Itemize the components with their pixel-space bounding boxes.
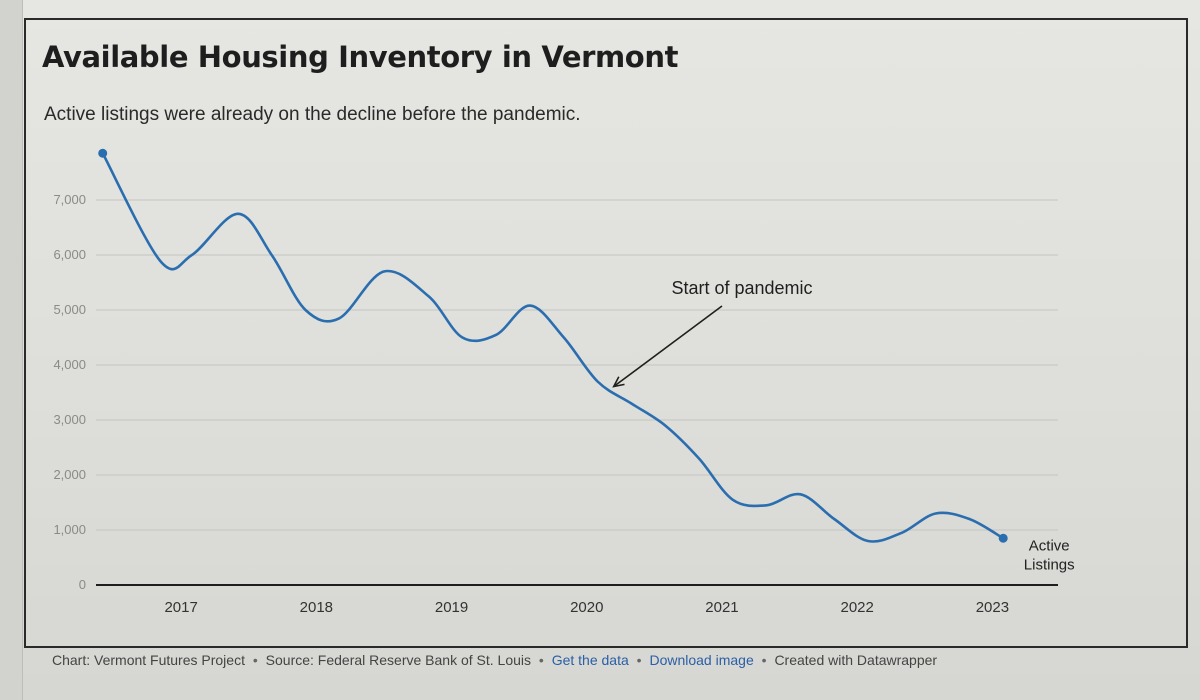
x-tick-label: 2017 — [164, 599, 197, 616]
series-line-active-listings — [101, 152, 1005, 543]
series-end-label: Active Listings — [1024, 537, 1075, 573]
adjacent-column-strip — [0, 0, 23, 700]
chart-credit: Chart: Vermont Futures Project — [52, 652, 245, 668]
series-end-label-line: Active — [1029, 537, 1070, 554]
y-axis-ticks: 0 1,000 2,000 3,000 4,000 5,000 6,000 7,000 — [53, 192, 86, 592]
chart-title: Available Housing Inventory in Vermont — [42, 40, 679, 74]
annotation-start-of-pandemic: Start of pandemic — [671, 278, 812, 298]
grid-lines — [96, 199, 1058, 586]
y-tick-label: 3,000 — [53, 412, 86, 427]
source-link[interactable]: Source: Federal Reserve Bank of St. Loui… — [265, 652, 532, 668]
series-end-label-line: Listings — [1024, 556, 1075, 573]
x-tick-label: 2020 — [570, 599, 603, 616]
x-tick-label: 2023 — [976, 599, 1009, 616]
series-end-point — [998, 533, 1008, 543]
footer-separator: • — [636, 652, 642, 668]
y-tick-label: 6,000 — [53, 247, 86, 262]
x-axis-ticks: 2017 2018 2019 2020 2021 2022 2023 — [164, 599, 1009, 616]
x-tick-label: 2022 — [840, 599, 873, 616]
download-image-link[interactable]: Download image — [649, 652, 754, 668]
annotation-layer: Start of pandemic — [612, 278, 813, 388]
chart-subtitle: Active listings were already on the decl… — [44, 104, 581, 125]
y-tick-label: 0 — [79, 577, 86, 592]
footer-separator: • — [538, 652, 544, 668]
chart-footer: Chart: Vermont Futures Project • Source:… — [52, 652, 937, 668]
y-tick-label: 4,000 — [53, 357, 86, 372]
x-tick-label: 2021 — [705, 599, 738, 616]
created-with-link[interactable]: Created with Datawrapper — [774, 652, 938, 668]
y-tick-label: 7,000 — [53, 192, 86, 207]
series-layer: Active Listings — [98, 148, 1075, 573]
y-tick-label: 5,000 — [53, 302, 86, 317]
footer-separator: • — [761, 652, 767, 668]
footer-separator: • — [252, 652, 258, 668]
y-tick-label: 1,000 — [53, 522, 86, 537]
get-data-link[interactable]: Get the data — [551, 652, 629, 668]
x-tick-label: 2018 — [300, 599, 333, 616]
y-tick-label: 2,000 — [53, 467, 86, 482]
annotation-arrow-head — [612, 376, 625, 388]
x-tick-label: 2019 — [435, 599, 468, 616]
chart-frame — [24, 18, 1188, 648]
series-start-point — [98, 148, 108, 158]
annotation-arrow-line — [613, 305, 723, 388]
